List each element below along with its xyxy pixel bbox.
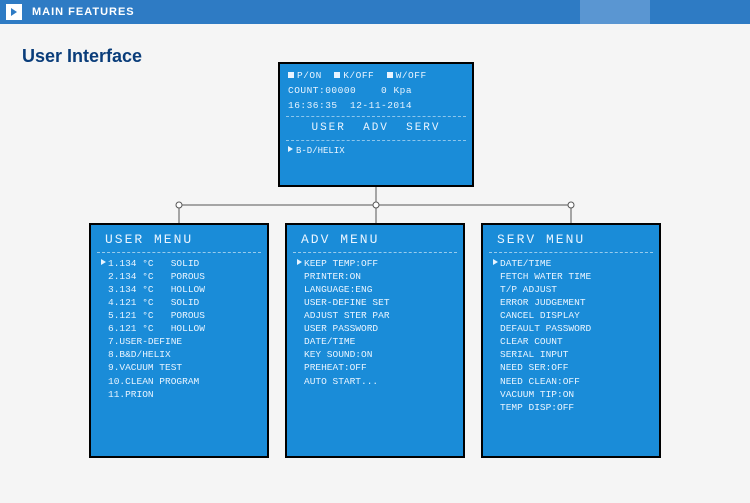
menu-item[interactable]: 11.PRION — [101, 388, 259, 401]
breadcrumb-text: B-D/HELIX — [296, 146, 345, 156]
menu-item[interactable]: USER-DEFINE SET — [297, 296, 455, 309]
status-row: P/ON K/OFF W/OFF — [288, 70, 464, 83]
adv-menu-list: KEEP TEMP:OFFPRINTER:ONLANGUAGE:ENGUSER-… — [295, 257, 455, 388]
menu-item[interactable]: FETCH WATER TIME — [493, 270, 651, 283]
status-w: W/OFF — [396, 70, 427, 81]
header-watermark — [580, 0, 650, 24]
menu-item[interactable]: CLEAR COUNT — [493, 335, 651, 348]
indicator-icon — [334, 72, 340, 78]
divider — [293, 252, 457, 253]
header-title: MAIN FEATURES — [32, 6, 135, 18]
user-menu-panel: USER MENU 1.134 °C SOLID2.134 °C POROUS3… — [89, 223, 269, 458]
time-value: 16:36:35 — [288, 100, 338, 111]
menu-item[interactable]: PREHEAT:OFF — [297, 361, 455, 374]
count-label: COUNT: — [288, 85, 325, 96]
count-value: 00000 — [325, 85, 356, 96]
menu-item[interactable]: DATE/TIME — [297, 335, 455, 348]
count-row: COUNT:00000 0 Kpa — [288, 85, 464, 98]
menu-item[interactable]: 7.USER-DEFINE — [101, 335, 259, 348]
menu-item[interactable]: 5.121 °C POROUS — [101, 309, 259, 322]
menu-item[interactable]: USER PASSWORD — [297, 322, 455, 335]
menu-item[interactable]: DEFAULT PASSWORD — [493, 322, 651, 335]
serv-menu-list: DATE/TIMEFETCH WATER TIMET/P ADJUSTERROR… — [491, 257, 651, 414]
divider — [97, 252, 261, 253]
divider — [489, 252, 653, 253]
pressure-value: 0 Kpa — [381, 85, 412, 96]
serv-menu-title: SERV MENU — [491, 231, 651, 249]
menu-item[interactable]: LANGUAGE:ENG — [297, 283, 455, 296]
menu-item[interactable]: CANCEL DISPLAY — [493, 309, 651, 322]
menu-item[interactable]: NEED SER:OFF — [493, 361, 651, 374]
menu-item[interactable]: NEED CLEAN:OFF — [493, 375, 651, 388]
menu-item[interactable]: SERIAL INPUT — [493, 348, 651, 361]
menu-item[interactable]: 3.134 °C HOLLOW — [101, 283, 259, 296]
tab-adv[interactable]: ADV — [363, 122, 389, 134]
adv-menu-title: ADV MENU — [295, 231, 455, 249]
tab-row: USER ADV SERV — [286, 116, 466, 141]
serv-menu-panel: SERV MENU DATE/TIMEFETCH WATER TIMET/P A… — [481, 223, 661, 458]
user-menu-title: USER MENU — [99, 231, 259, 249]
indicator-icon — [387, 72, 393, 78]
menu-item[interactable]: AUTO START... — [297, 375, 455, 388]
menu-item[interactable]: VACUUM TIP:ON — [493, 388, 651, 401]
menu-item[interactable]: 10.CLEAN PROGRAM — [101, 375, 259, 388]
datetime-row: 16:36:35 12-11-2014 — [288, 100, 464, 113]
menu-item[interactable]: KEY SOUND:ON — [297, 348, 455, 361]
menu-item[interactable]: 1.134 °C SOLID — [101, 257, 259, 270]
adv-menu-panel: ADV MENU KEEP TEMP:OFFPRINTER:ONLANGUAGE… — [285, 223, 465, 458]
menu-item[interactable]: T/P ADJUST — [493, 283, 651, 296]
menu-item[interactable]: ADJUST STER PAR — [297, 309, 455, 322]
breadcrumb: B-D/HELIX — [288, 145, 464, 157]
user-menu-list: 1.134 °C SOLID2.134 °C POROUS3.134 °C HO… — [99, 257, 259, 401]
menu-item[interactable]: PRINTER:ON — [297, 270, 455, 283]
menu-item[interactable]: 4.121 °C SOLID — [101, 296, 259, 309]
menu-item[interactable]: DATE/TIME — [493, 257, 651, 270]
indicator-icon — [288, 72, 294, 78]
menu-item[interactable]: ERROR JUDGEMENT — [493, 296, 651, 309]
menu-item[interactable]: TEMP DISP:OFF — [493, 401, 651, 414]
status-p: P/ON — [297, 70, 322, 81]
date-value: 12-11-2014 — [350, 100, 412, 111]
chevron-right-icon — [6, 4, 22, 20]
menu-item[interactable]: 2.134 °C POROUS — [101, 270, 259, 283]
triangle-icon — [288, 146, 293, 152]
menu-item[interactable]: 6.121 °C HOLLOW — [101, 322, 259, 335]
menu-item[interactable]: 8.B&D/HELIX — [101, 348, 259, 361]
main-panel: P/ON K/OFF W/OFF COUNT:00000 0 Kpa 16:36… — [278, 62, 474, 187]
menu-item[interactable]: 9.VACUUM TEST — [101, 361, 259, 374]
tab-serv[interactable]: SERV — [406, 122, 440, 134]
menu-item[interactable]: KEEP TEMP:OFF — [297, 257, 455, 270]
tab-user[interactable]: USER — [311, 122, 345, 134]
diagram-canvas: P/ON K/OFF W/OFF COUNT:00000 0 Kpa 16:36… — [0, 48, 750, 503]
header-bar: MAIN FEATURES — [0, 0, 750, 24]
status-k: K/OFF — [343, 70, 374, 81]
